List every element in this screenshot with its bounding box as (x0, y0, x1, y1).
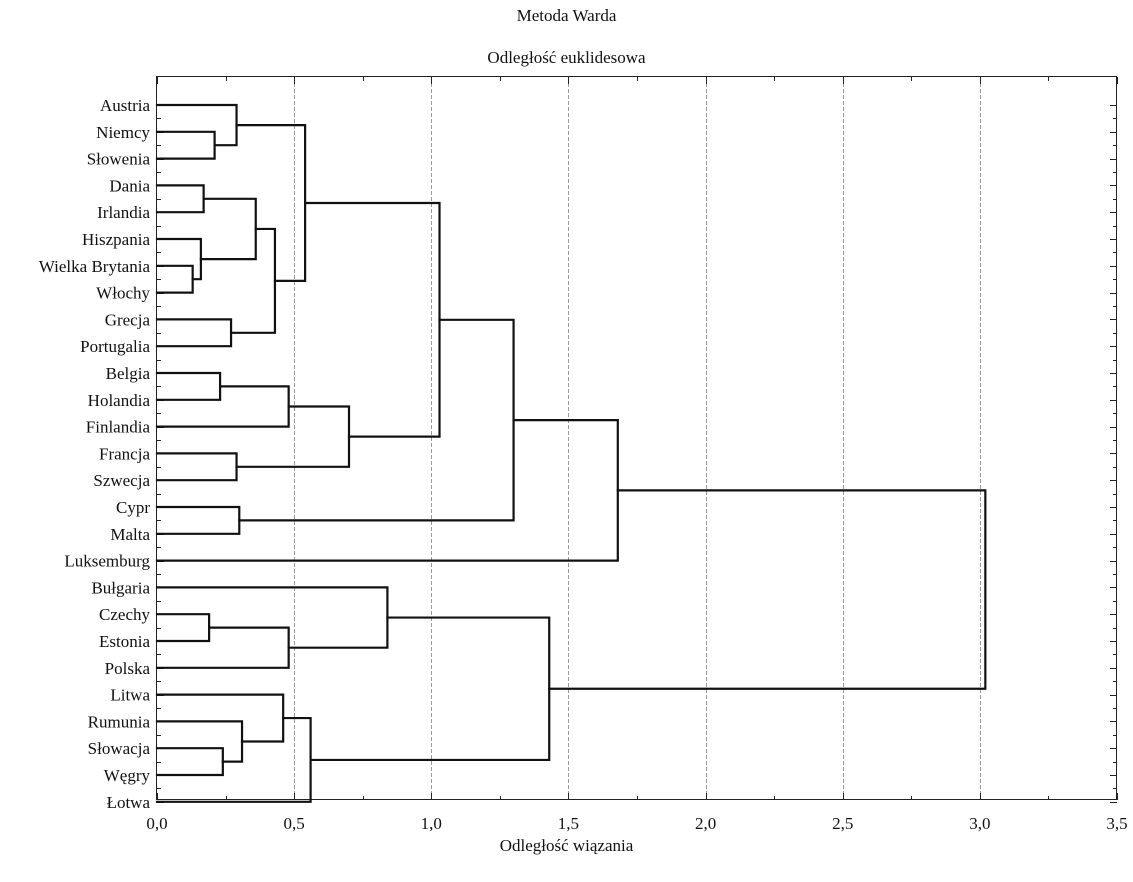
dendrogram-link (199, 197, 257, 261)
dendrogram-link (155, 184, 205, 214)
dendrogram-link (155, 626, 290, 669)
chart-title: Metoda Warda (516, 6, 617, 25)
leaf-label: Belgia (106, 364, 151, 383)
leaf-label: Irlandia (97, 203, 150, 222)
dendrogram-link (155, 693, 285, 743)
leaf-label: Czechy (99, 605, 150, 624)
leaf-label: Grecja (105, 310, 151, 329)
dendrogram-link (155, 452, 238, 482)
dendrogram-link (155, 716, 312, 803)
axis-ticks (157, 77, 1118, 803)
leaf-label: Węgry (104, 766, 151, 785)
dendrogram-link (155, 318, 233, 348)
dendrogram-link (155, 237, 202, 281)
leaf-labels: Austria Niemcy Słowenia Dania Irlandia Hiszpa… (39, 96, 151, 812)
leaf-label: Rumunia (88, 712, 151, 731)
x-tick-label: 0,0 (146, 814, 167, 833)
dendrogram-link (155, 613, 211, 643)
leaf-label: Luksemburg (64, 552, 150, 571)
dendrogram-link (238, 318, 515, 522)
leaf-label: Litwa (110, 686, 150, 705)
leaf-label: Łotwa (107, 793, 151, 812)
leaf-label: Francja (99, 444, 150, 463)
leaf-label: Holandia (88, 391, 151, 410)
dendrogram-link (548, 489, 987, 690)
x-tick-labels: 0,0 0,5 1,0 1,5 2,0 2,5 3,0 3,5 (146, 814, 1127, 833)
grid-lines (294, 77, 981, 800)
x-tick-label: 0,5 (284, 814, 305, 833)
leaf-label: Słowenia (87, 150, 151, 169)
leaf-label: Polska (105, 659, 151, 678)
x-tick-label: 1,0 (421, 814, 442, 833)
leaf-label: Malta (110, 525, 150, 544)
leaf-label: Słowacja (88, 739, 151, 758)
x-tick-label: 2,5 (832, 814, 853, 833)
x-tick-label: 3,5 (1106, 814, 1127, 833)
leaf-label: Wielka Brytania (39, 257, 151, 276)
plot-area-frame (156, 76, 1117, 800)
leaf-label: Hiszpania (82, 230, 150, 249)
x-tick-label: 1,5 (558, 814, 579, 833)
chart-subtitle: Odległość euklidesowa (487, 48, 646, 67)
leaf-label: Finlandia (86, 418, 151, 437)
dendrogram-link (309, 616, 551, 762)
dendrogram-link (155, 385, 290, 428)
dendrogram-link (155, 130, 216, 160)
leaf-label: Estonia (99, 632, 150, 651)
dendrogram-link (155, 747, 224, 777)
dendrogram-link (155, 264, 194, 294)
leaf-label: Cypr (116, 498, 150, 517)
dendrogram-link (155, 371, 222, 401)
dendrogram-link (155, 586, 389, 649)
dendrogram-link (155, 103, 238, 147)
x-tick-label: 2,0 (695, 814, 716, 833)
leaf-label: Dania (109, 176, 150, 195)
leaf-label: Szwecja (93, 471, 150, 490)
dendrogram-link (155, 419, 619, 562)
leaf-label: Austria (100, 96, 151, 115)
dendrogram-links (155, 103, 987, 803)
dendrogram-link (229, 227, 277, 334)
dendrogram-link (155, 720, 244, 763)
leaf-label: Niemcy (96, 123, 150, 142)
dendrogram-link (155, 505, 241, 535)
leaf-label: Bułgaria (91, 578, 150, 597)
dendrogram-link (304, 201, 441, 438)
leaf-label: Portugalia (80, 337, 150, 356)
leaf-label: Włochy (96, 284, 150, 303)
dendrogram-link (235, 405, 351, 468)
x-axis-label: Odległość wiązania (499, 836, 634, 855)
x-tick-label: 3,0 (969, 814, 990, 833)
